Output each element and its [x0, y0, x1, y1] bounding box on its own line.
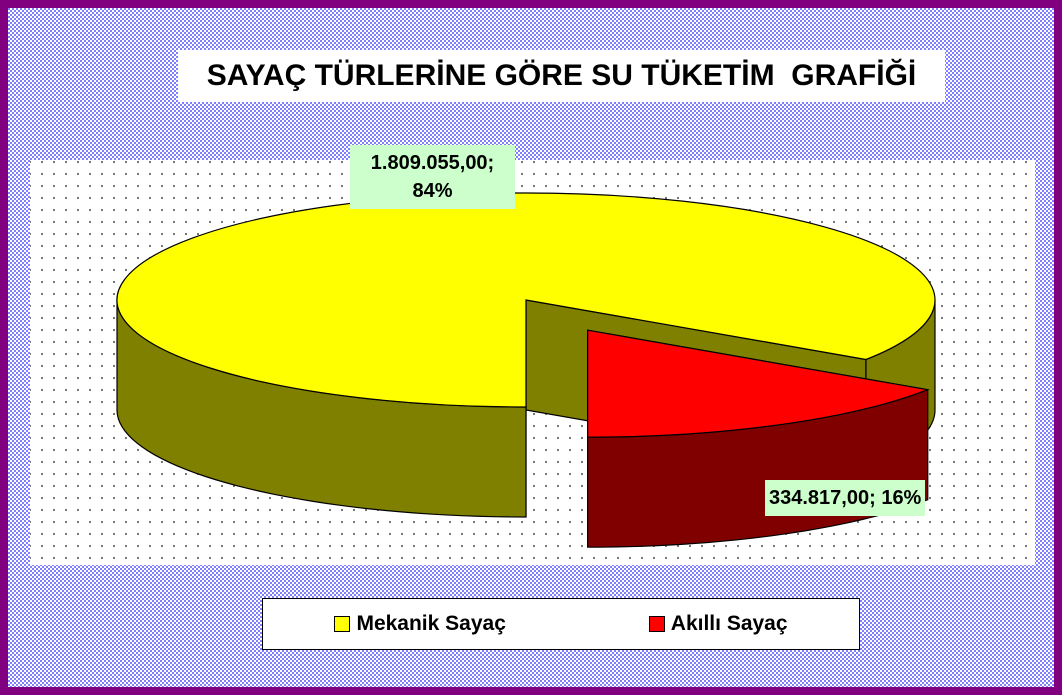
legend-label: Akıllı Sayaç	[670, 612, 788, 635]
legend-item: Akıllı Sayaç	[648, 612, 788, 636]
legend-label: Mekanik Sayaç	[356, 612, 506, 635]
slice	[587, 329, 930, 438]
value-label: 334.817,00; 16%	[765, 480, 926, 516]
chart-title: SAYAÇ TÜRLERİNE GÖRE SU TÜKETİM GRAFİĞİ	[178, 50, 945, 102]
pie	[116, 192, 936, 548]
slice	[116, 192, 936, 408]
value-label: 1.809.055,00; 84%	[350, 145, 515, 209]
legend: Mekanik Sayaç Akıllı Sayaç	[262, 598, 860, 650]
legend-swatch	[648, 616, 665, 632]
legend-item: Mekanik Sayaç	[334, 612, 506, 636]
legend-swatch	[334, 616, 351, 632]
